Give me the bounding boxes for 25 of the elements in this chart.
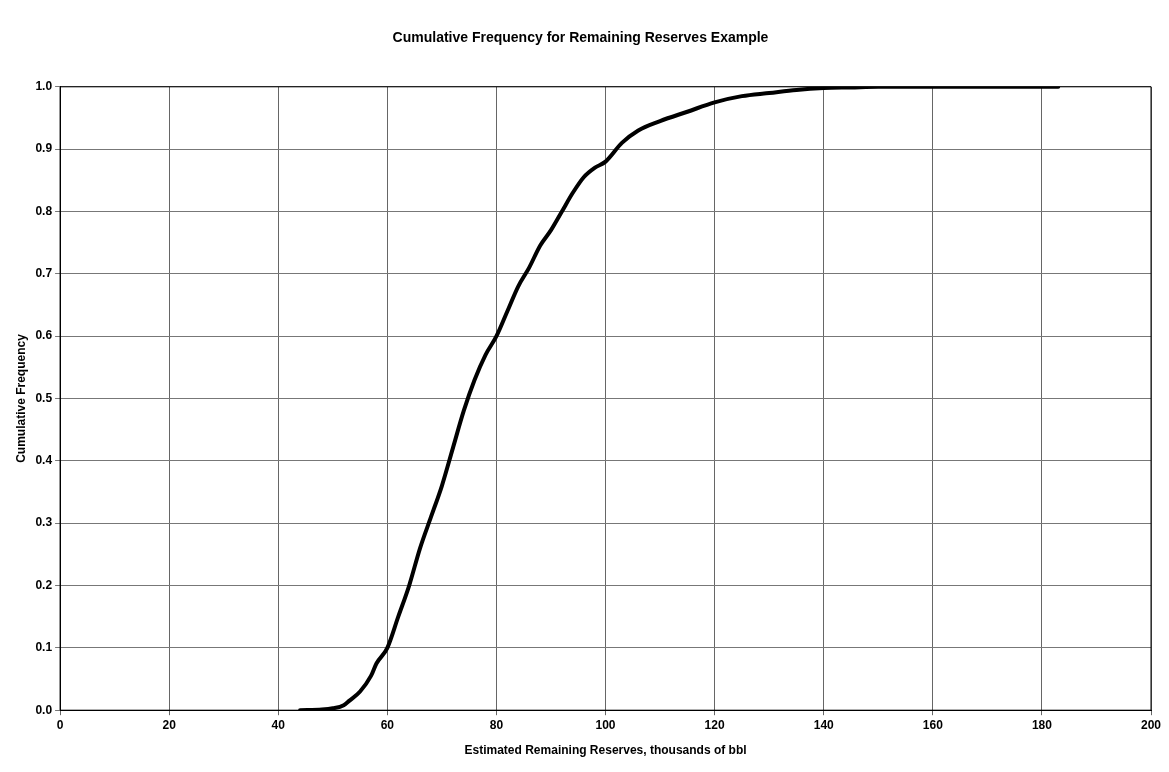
x-tick-label: 20 — [162, 717, 177, 732]
y-tick-label: 1.0 — [35, 79, 53, 94]
y-tick-label: 0.2 — [35, 577, 53, 592]
chart-title: Cumulative Frequency for Remaining Reserves Example — [392, 29, 769, 46]
y-tick-label: 0.5 — [35, 390, 53, 405]
y-tick-label: 0.3 — [35, 515, 53, 530]
y-axis-title: Cumulative Frequency — [13, 333, 28, 463]
y-tick-label: 0.8 — [35, 203, 53, 218]
y-tick-label: 0.1 — [35, 640, 53, 655]
x-tick-label: 120 — [704, 717, 725, 732]
x-tick-label: 80 — [489, 717, 504, 732]
x-tick-label: 0 — [56, 717, 64, 732]
y-tick-label: 0.6 — [35, 328, 53, 343]
y-tick-label: 0.4 — [35, 453, 53, 468]
x-tick-label: 100 — [595, 717, 616, 732]
x-tick-label: 180 — [1031, 717, 1053, 732]
y-tick-label: 0.7 — [35, 266, 53, 281]
x-tick-label: 200 — [1140, 717, 1162, 732]
y-tick-label: 0.9 — [35, 141, 53, 156]
x-tick-label: 40 — [271, 717, 286, 732]
y-tick-label: 0.0 — [35, 702, 53, 717]
x-tick-label: 160 — [922, 717, 944, 732]
x-axis-title: Estimated Remaining Reserves, thousands of bbl — [464, 743, 747, 758]
x-tick-label: 60 — [380, 717, 395, 732]
x-tick-label: 140 — [813, 717, 835, 732]
